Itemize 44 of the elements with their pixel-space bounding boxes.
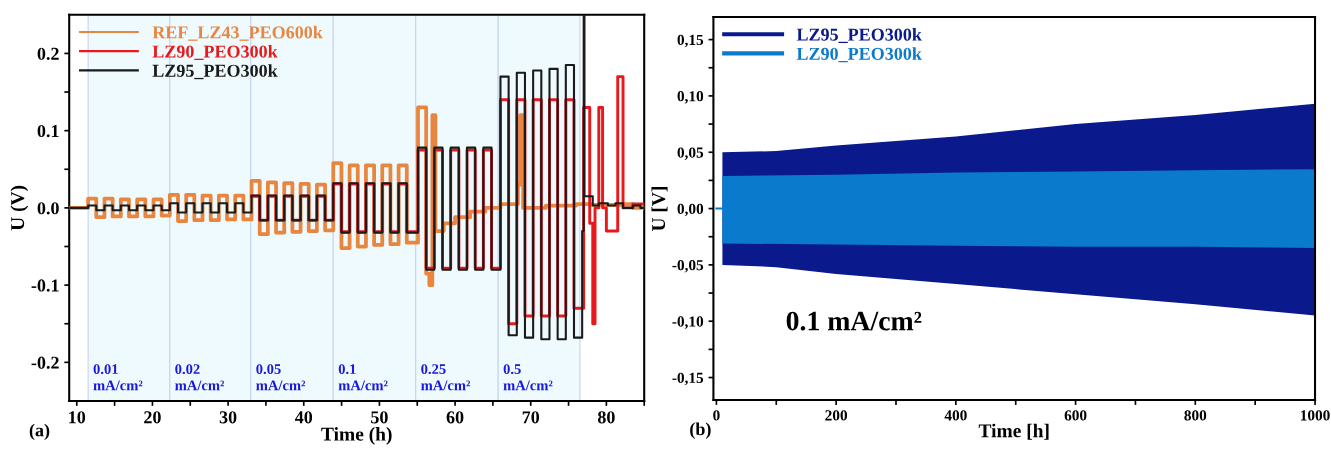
y-tick-label: 0.2 [37,47,59,60]
x-tick-label: 30 [219,411,237,424]
x-tick-label: 800 [1184,410,1207,421]
band-label: 0.1 mA/cm² [338,364,388,391]
y-tick-label: 0,10 [677,91,704,104]
band-label: 0.01 mA/cm² [93,364,143,391]
y-tick-label: 0.0 [37,202,59,215]
legend-label: LZ95_PEO300k [152,64,278,80]
band-label: 0.05 mA/cm² [256,364,306,391]
y-tick-label: 0,00 [677,203,704,217]
y-tick-label: 0,15 [677,34,704,48]
y-tick-label: -0,15 [672,372,704,386]
x-tick-label: 600 [1064,410,1087,421]
y-tick-label: 0.1 [37,124,59,138]
x-tick-label: 200 [825,410,848,421]
x-tick-label: 40 [294,411,313,424]
legend-label: LZ90_PEO300k [152,44,278,60]
x-tick-label: 10 [69,411,86,424]
x-axis-title: Time (h) [321,427,392,445]
band-label: 0.5 mA/cm² [503,364,553,391]
text: (b) [690,422,711,439]
band-label: 0.02 mA/cm² [175,364,225,391]
annotation: 0.1 mA/cm² [786,311,922,331]
x-tick-label: 70 [522,411,540,424]
x-tick-label: 80 [597,411,615,424]
x-tick-label: 50 [371,411,388,424]
y-tick-label: -0.1 [31,279,59,292]
y-tick-label: -0,05 [672,260,704,273]
x-tick-label: 400 [944,410,967,421]
y-tick-label: -0.2 [31,356,59,369]
y-tick-label: -0,10 [672,316,704,329]
y-axis-title: U [V] [651,187,668,232]
x-tick-label: 1000 [1300,410,1330,421]
legend-label: REF_LZ43_PEO600k [152,25,323,41]
legend-label: LZ95_PEO300k [796,28,922,44]
x-axis-title: Time [h] [978,423,1049,440]
y-tick-label: 0,05 [677,147,704,160]
x-tick-label: 60 [446,411,464,424]
text: (a) [29,423,50,441]
band-label: 0.25 mA/cm² [421,364,471,391]
x-tick-label: 20 [144,411,161,424]
x-tick-label: 0 [713,410,720,421]
legend-label: LZ90_PEO300k [796,47,922,63]
y-axis-title: U (V) [10,185,29,231]
